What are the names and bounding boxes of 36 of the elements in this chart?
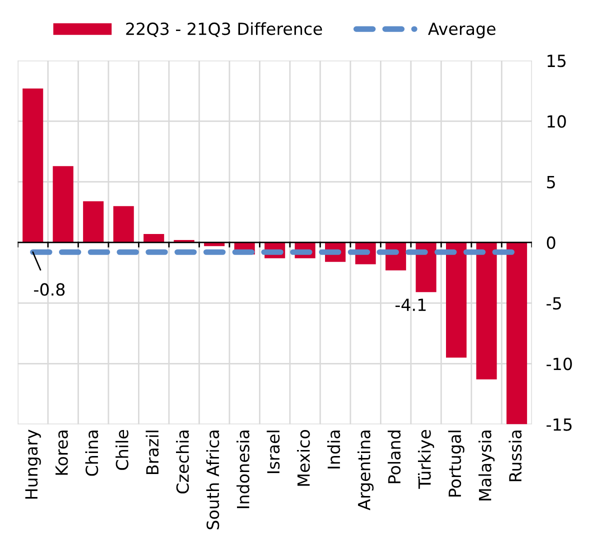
x-tick-label: Malaysia	[478, 430, 495, 500]
bar	[83, 201, 104, 242]
x-tick-label: Israel	[266, 430, 280, 474]
x-tick-label: Portugal	[448, 430, 464, 497]
x-tick-label: India	[327, 430, 340, 468]
bar	[416, 242, 436, 292]
x-tick-label: Brazil	[146, 430, 159, 474]
x-tick-label: Korea	[56, 430, 68, 475]
y-tick-label: -10	[546, 358, 572, 370]
x-tick-label: South Africa	[206, 430, 220, 530]
legend-label: 22Q3 - 21Q3 Difference	[126, 22, 322, 38]
x-tick-label: Indonesia	[236, 430, 250, 508]
bar	[506, 242, 528, 424]
bar	[22, 88, 44, 242]
legend-label: Average	[428, 22, 496, 38]
x-tick-label: Chile	[116, 430, 128, 470]
data-label: -4.1	[395, 298, 426, 311]
y-tick-label: -5	[546, 297, 561, 310]
x-tick-label: Czechia	[176, 430, 189, 494]
y-tick-label: 15	[548, 54, 566, 68]
x-tick-label: Russia	[508, 430, 522, 482]
bar	[446, 242, 467, 358]
x-tick-label: Argentina	[357, 430, 374, 510]
x-tick-label: China	[85, 430, 98, 476]
bar	[52, 166, 74, 242]
y-tick-label: 5	[547, 176, 555, 188]
y-tick-label: -15	[546, 418, 572, 431]
y-tick-label: 10	[548, 115, 566, 128]
x-tick-label: Mexico	[296, 430, 310, 486]
x-tick-label: Türkiye	[418, 430, 434, 489]
annotation: -0.8	[34, 283, 65, 296]
x-tick-label: Poland	[388, 430, 401, 484]
x-tick-label: Hungary	[25, 430, 41, 499]
y-tick-label: 0	[546, 236, 556, 250]
bar	[476, 242, 497, 380]
bar	[113, 206, 134, 242]
